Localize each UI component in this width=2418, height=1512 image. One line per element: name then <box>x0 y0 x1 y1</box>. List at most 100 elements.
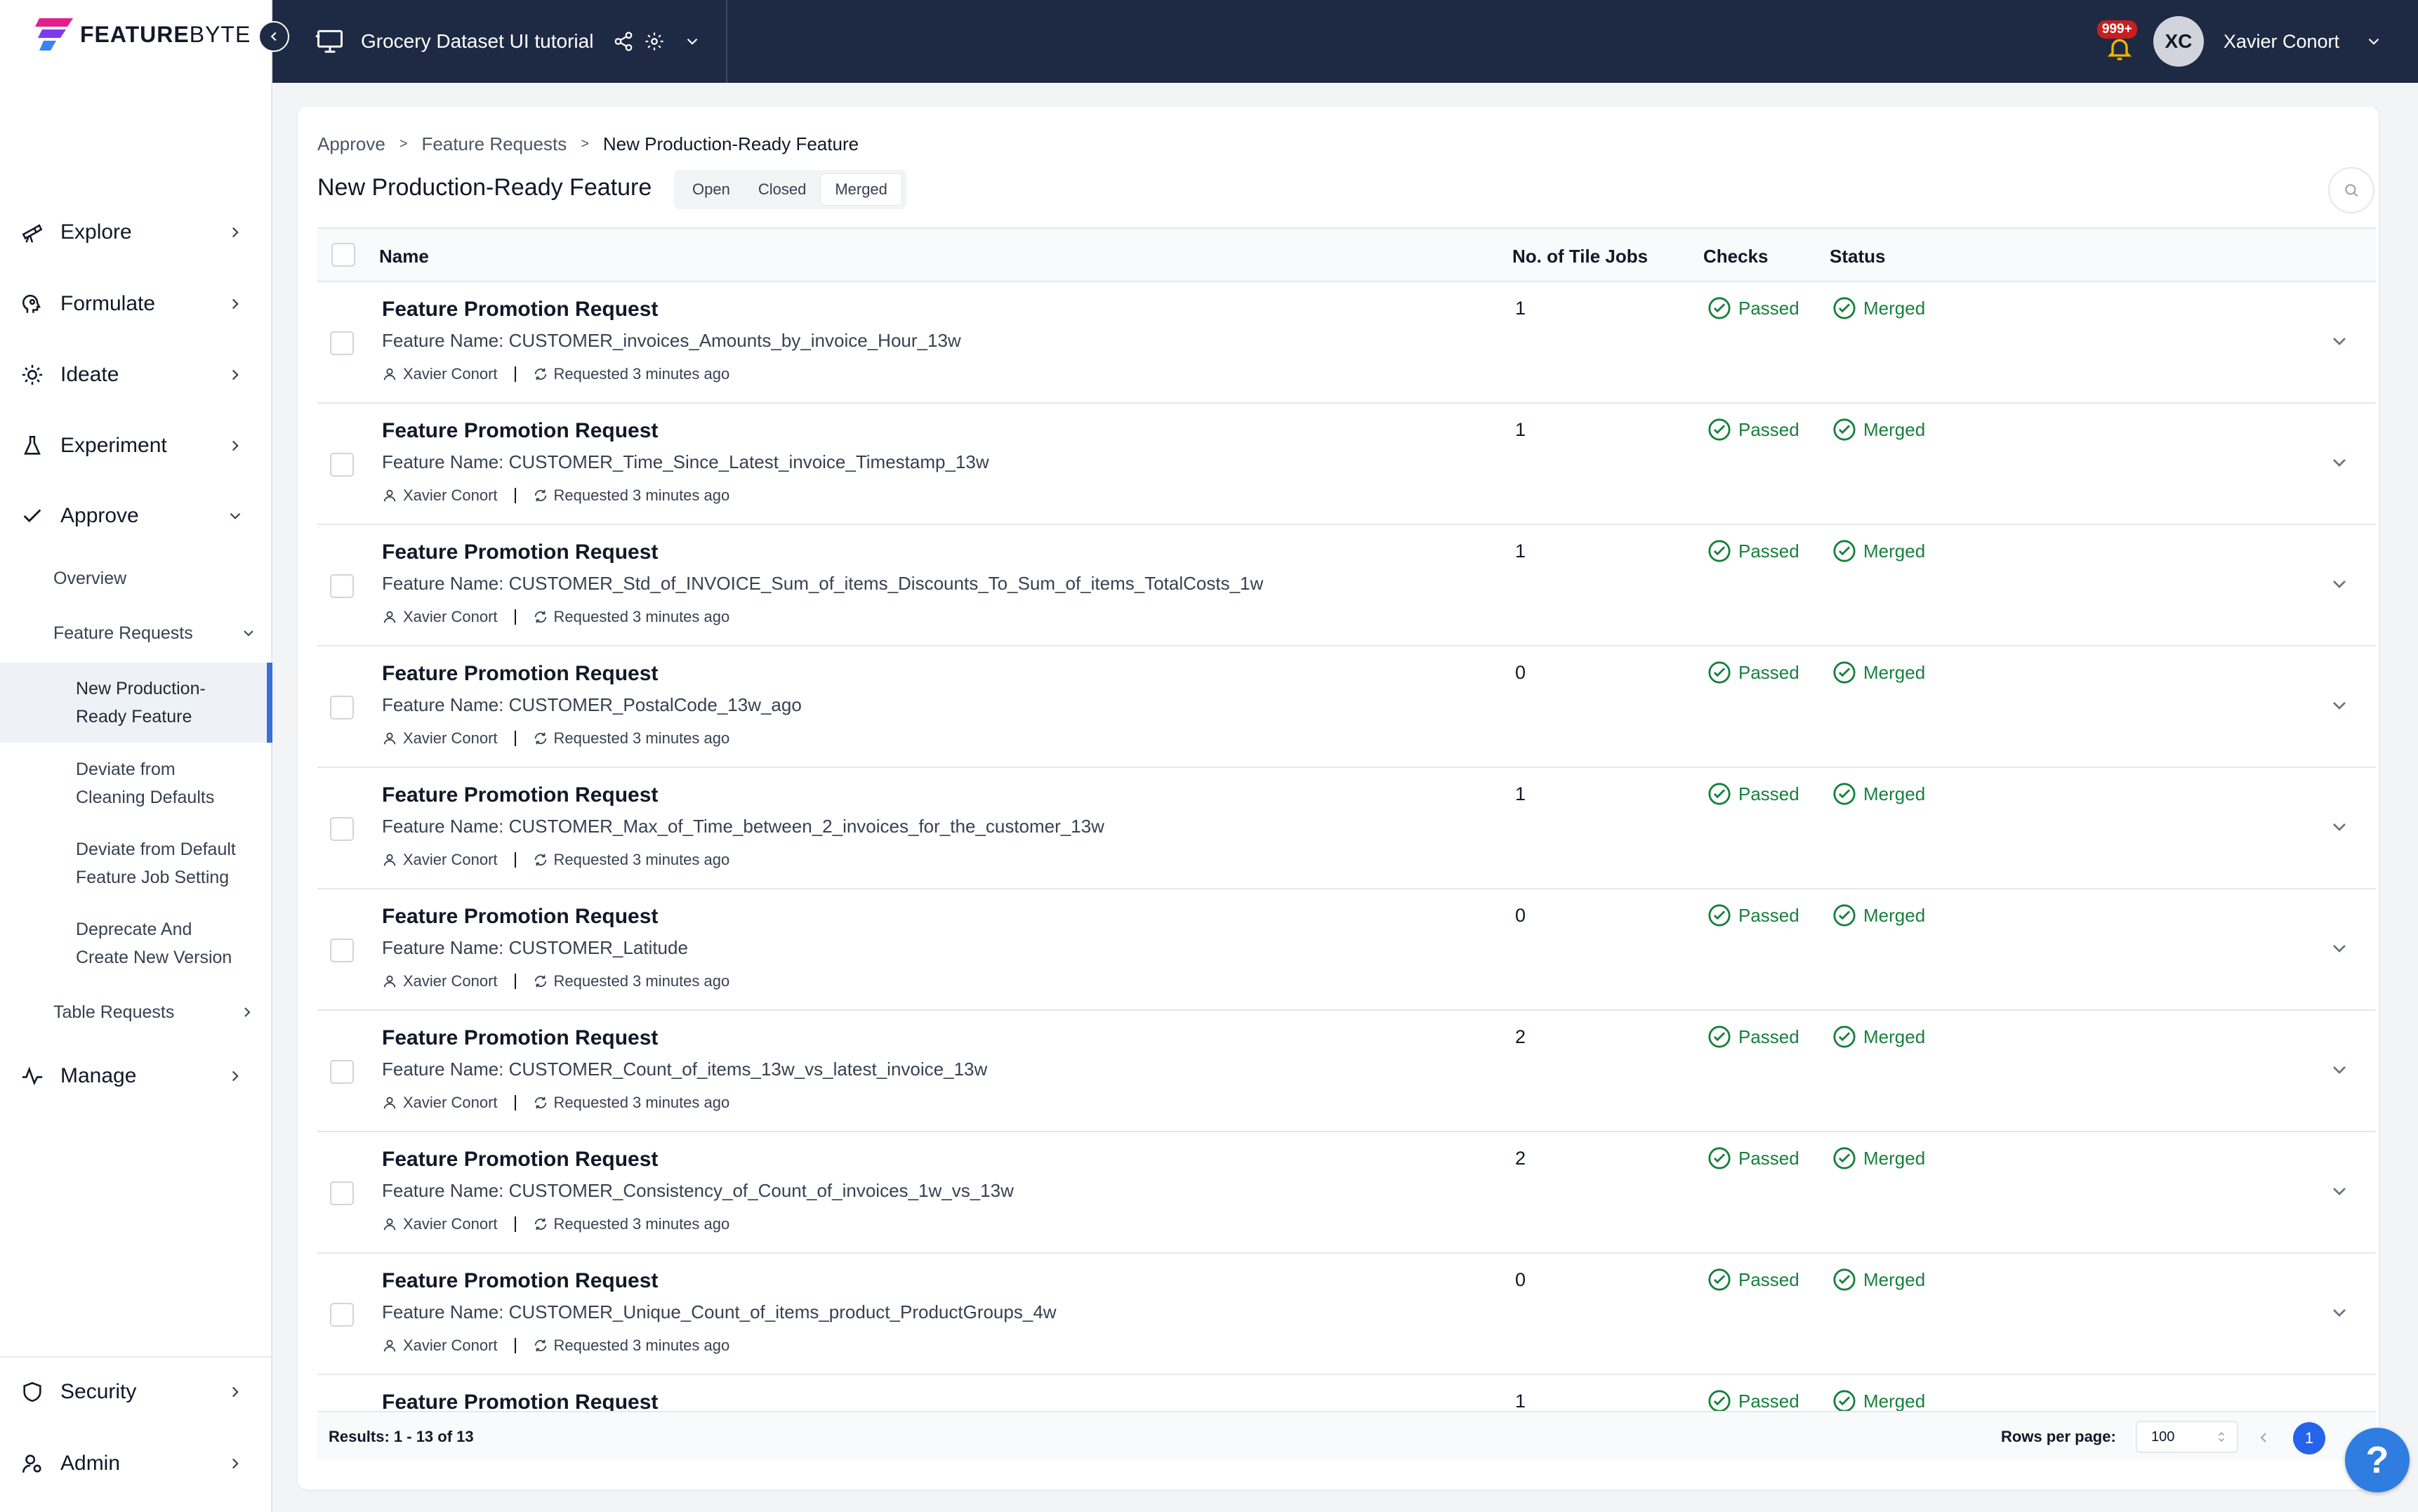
breadcrumb-separator: > <box>399 136 408 152</box>
request-title[interactable]: Feature Promotion Request <box>382 298 659 321</box>
chevron-right-icon <box>232 1458 239 1469</box>
expand-row-icon[interactable] <box>2328 694 2351 717</box>
avatar[interactable]: XC <box>2153 16 2204 67</box>
page-number: 1 <box>2304 1429 2314 1447</box>
expand-row-icon[interactable] <box>2328 1180 2351 1202</box>
row-checkbox[interactable] <box>330 817 354 841</box>
chevron-left-icon <box>270 32 277 41</box>
nav-security[interactable]: Security <box>0 1367 272 1417</box>
rows-per-page-select[interactable]: 100 <box>2136 1421 2238 1453</box>
row-checkbox[interactable] <box>330 696 354 719</box>
expand-row-icon[interactable] <box>2328 1059 2351 1081</box>
checks-badge: Passed <box>1707 1389 1799 1411</box>
expand-row-icon[interactable] <box>2328 816 2351 838</box>
share-icon[interactable] <box>613 31 634 52</box>
request-meta: Xavier Conort Requested 3 minutes ago <box>382 365 729 383</box>
sidebar-item-deviate-job-setting[interactable]: Deviate from Default Feature Job Setting <box>0 835 272 891</box>
tab-closed[interactable]: Closed <box>758 180 807 198</box>
refresh-icon <box>534 1096 546 1109</box>
page-1-button[interactable]: 1 <box>2293 1422 2325 1454</box>
table-row[interactable]: Feature Promotion Request Feature Name: C… <box>317 282 2376 404</box>
request-title[interactable]: Feature Promotion Request <box>382 1391 659 1411</box>
table-row[interactable]: Feature Promotion Request Feature Name: C… <box>317 404 2376 525</box>
table-row[interactable]: Feature Promotion Request Feature Name: C… <box>317 889 2376 1011</box>
expand-row-icon[interactable] <box>2328 573 2351 595</box>
request-title[interactable]: Feature Promotion Request <box>382 662 659 685</box>
expand-row-icon[interactable] <box>2328 1301 2351 1324</box>
chevron-down-icon <box>230 512 241 519</box>
nav-experiment[interactable]: Experiment <box>0 421 272 470</box>
refresh-icon <box>534 611 546 623</box>
column-checks[interactable]: Checks <box>1703 246 1769 267</box>
expand-row-icon[interactable] <box>2328 330 2351 352</box>
column-status[interactable]: Status <box>1830 246 1886 267</box>
nav-formulate[interactable]: Formulate <box>0 279 272 329</box>
request-title[interactable]: Feature Promotion Request <box>382 905 659 928</box>
request-title[interactable]: Feature Promotion Request <box>382 1026 659 1049</box>
tile-jobs-count: 0 <box>1515 1269 1526 1290</box>
table-row[interactable]: Feature Promotion Request Feature Name: C… <box>317 1254 2376 1375</box>
checks-badge: Passed <box>1707 539 1799 563</box>
brand-name-light: BYTE <box>189 21 251 47</box>
table-row[interactable]: Feature Promotion Request Feature Name: C… <box>317 1011 2376 1132</box>
row-checkbox[interactable] <box>330 1060 354 1084</box>
request-title[interactable]: Feature Promotion Request <box>382 541 659 564</box>
request-title[interactable]: Feature Promotion Request <box>382 1269 659 1292</box>
collapse-sidebar-button[interactable] <box>258 21 289 52</box>
expand-row-icon[interactable] <box>2328 451 2351 474</box>
meta-divider <box>514 488 516 503</box>
sidebar-item-new-production-ready-feature[interactable]: New Production- Ready Feature <box>0 663 272 743</box>
sidebar-item-deviate-cleaning[interactable]: Deviate from Cleaning Defaults <box>0 755 272 811</box>
nav-approve[interactable]: Approve <box>0 491 272 541</box>
request-title[interactable]: Feature Promotion Request <box>382 419 659 442</box>
row-checkbox[interactable] <box>330 331 354 355</box>
refresh-icon <box>534 975 546 988</box>
tab-merged[interactable]: Merged <box>820 173 902 206</box>
notifications-button[interactable]: 999+ <box>2096 20 2141 62</box>
request-title[interactable]: Feature Promotion Request <box>382 783 659 807</box>
expand-row-icon[interactable] <box>2328 937 2351 960</box>
brand-logo[interactable]: FEATUREBYTE <box>35 17 251 52</box>
chevron-down-icon[interactable] <box>2365 32 2383 51</box>
row-checkbox[interactable] <box>330 939 354 962</box>
chevron-right-icon <box>232 298 239 310</box>
chevron-down-icon[interactable] <box>683 32 701 51</box>
sidebar-item-deprecate[interactable]: Deprecate And Create New Version <box>0 915 272 971</box>
check-circle-icon <box>1833 540 1856 562</box>
nav-manage-label: Manage <box>60 1064 137 1087</box>
table-row[interactable]: Feature Promotion Request Feature Name: C… <box>317 1132 2376 1254</box>
request-title[interactable]: Feature Promotion Request <box>382 1148 659 1171</box>
tab-open[interactable]: Open <box>692 180 730 198</box>
nav-ideate[interactable]: Ideate <box>0 350 272 399</box>
user-name[interactable]: Xavier Conort <box>2223 30 2339 52</box>
help-button[interactable]: ? <box>2345 1428 2410 1492</box>
table-row[interactable]: Feature Promotion Request 1 Passed Merged <box>317 1375 2376 1411</box>
nav-admin[interactable]: Admin <box>0 1439 272 1488</box>
column-name[interactable]: Name <box>379 246 429 267</box>
sidebar-item-feature-requests[interactable]: Feature Requests <box>0 619 272 647</box>
sidebar-item-table-requests[interactable]: Table Requests <box>0 998 272 1026</box>
table-row[interactable]: Feature Promotion Request Feature Name: C… <box>317 646 2376 768</box>
nav-explore[interactable]: Explore <box>0 208 272 257</box>
user-icon <box>383 975 396 988</box>
status-badge: Merged <box>1832 1389 1925 1411</box>
table-row[interactable]: Feature Promotion Request Feature Name: C… <box>317 525 2376 646</box>
table-row[interactable]: Feature Promotion Request Feature Name: C… <box>317 768 2376 889</box>
select-all-checkbox[interactable] <box>331 243 355 267</box>
refresh-icon <box>534 489 546 502</box>
nav-manage[interactable]: Manage <box>0 1052 272 1101</box>
search-button[interactable] <box>2328 167 2374 213</box>
row-checkbox[interactable] <box>330 574 354 598</box>
requested-time: Requested 3 minutes ago <box>553 972 730 990</box>
prev-page-icon[interactable] <box>2255 1429 2272 1446</box>
row-checkbox[interactable] <box>330 1181 354 1205</box>
gear-icon[interactable] <box>644 31 665 52</box>
row-checkbox[interactable] <box>330 453 354 477</box>
breadcrumb-approve[interactable]: Approve <box>317 133 385 154</box>
tile-jobs-count: 2 <box>1515 1148 1526 1169</box>
breadcrumb-feature-requests[interactable]: Feature Requests <box>421 133 567 154</box>
row-checkbox[interactable] <box>330 1303 354 1327</box>
sidebar-item-overview[interactable]: Overview <box>0 564 272 592</box>
column-tile-jobs[interactable]: No. of Tile Jobs <box>1512 246 1649 267</box>
project-selector[interactable]: Grocery Dataset UI tutorial <box>315 0 701 83</box>
